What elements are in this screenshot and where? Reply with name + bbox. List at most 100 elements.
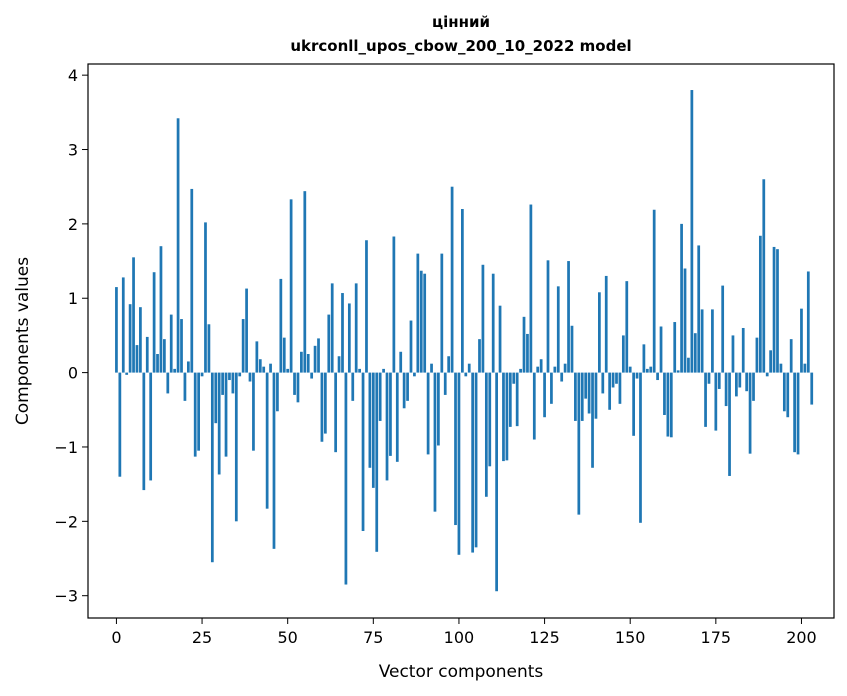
bar-28 <box>210 372 214 563</box>
bar-58 <box>313 345 317 373</box>
bar-43 <box>262 366 266 373</box>
bar-108 <box>484 372 488 497</box>
bar-201 <box>803 363 807 373</box>
bar-156 <box>649 366 653 373</box>
bar-104 <box>471 372 475 553</box>
bar-170 <box>697 245 701 373</box>
bar-160 <box>663 372 666 415</box>
y-tick-label: 1 <box>68 289 78 308</box>
bar-147 <box>618 372 622 404</box>
y-tick-label: 2 <box>68 215 78 234</box>
bar-178 <box>724 372 728 407</box>
bar-200 <box>800 308 803 373</box>
bar-78 <box>382 368 385 373</box>
bar-98 <box>450 186 454 373</box>
bar-105 <box>474 372 478 548</box>
bar-175 <box>714 372 718 431</box>
bar-12 <box>156 354 159 373</box>
bar-166 <box>683 268 687 373</box>
bar-180 <box>731 335 735 373</box>
bar-126 <box>546 260 550 373</box>
bar-149 <box>625 281 629 373</box>
y-tick-label: 0 <box>68 364 78 383</box>
bar-20 <box>183 372 187 401</box>
bar-132 <box>567 261 570 373</box>
x-tick-label: 0 <box>111 628 121 647</box>
bar-61 <box>323 372 327 434</box>
bar-60 <box>320 372 324 442</box>
bar-100 <box>457 372 461 555</box>
bar-145 <box>611 372 615 388</box>
bar-139 <box>591 372 594 468</box>
bar-198 <box>793 372 796 453</box>
bar-148 <box>621 335 625 373</box>
bar-94 <box>437 372 440 446</box>
bar-187 <box>755 337 759 373</box>
bar-38 <box>245 288 248 373</box>
x-tick-label: 75 <box>363 628 383 647</box>
chart-title-line-1: цінний <box>432 13 490 31</box>
bar-159 <box>659 326 663 373</box>
bar-14 <box>163 339 166 373</box>
bar-151 <box>632 372 635 436</box>
bar-158 <box>656 372 659 381</box>
bar-130 <box>560 372 564 382</box>
y-tick-label: −2 <box>54 512 78 531</box>
bar-23 <box>193 372 197 457</box>
bar-193 <box>776 249 779 373</box>
bar-21 <box>186 361 190 373</box>
bar-88 <box>416 253 420 373</box>
bar-34 <box>231 372 235 394</box>
bar-59 <box>317 338 320 373</box>
bar-103 <box>467 363 471 373</box>
bar-32 <box>224 372 228 457</box>
y-axis-ticks: −3 −2 −1 0 1 2 3 4 <box>54 66 88 606</box>
bar-192 <box>772 246 776 373</box>
y-tick-label: −3 <box>54 587 78 606</box>
chart-title-line-2: ukrconll_upos_cbow_200_10_2022 model <box>290 37 631 55</box>
bar-97 <box>447 356 451 373</box>
y-tick-label: −1 <box>54 438 78 457</box>
bar-45 <box>269 363 272 373</box>
bar-69 <box>351 372 355 401</box>
bar-75 <box>371 372 375 488</box>
bar-143 <box>604 275 608 373</box>
bar-71 <box>358 368 361 373</box>
bar-157 <box>652 209 656 373</box>
bar-110 <box>491 273 495 373</box>
bar-36 <box>238 372 242 377</box>
bar-44 <box>265 372 269 509</box>
bar-2 <box>121 277 125 373</box>
bar-80 <box>389 372 392 456</box>
bar-0 <box>115 287 118 373</box>
plot-frame <box>87 63 835 619</box>
bar-57 <box>310 372 314 379</box>
bar-196 <box>786 372 790 418</box>
bar-37 <box>241 319 245 373</box>
bar-48 <box>279 278 283 373</box>
bar-136 <box>580 372 584 421</box>
bar-185 <box>748 372 752 454</box>
bar-138 <box>587 372 591 414</box>
bar-27 <box>207 324 211 373</box>
bar-25 <box>200 372 204 377</box>
bar-117 <box>515 372 519 427</box>
bar-114 <box>505 372 509 461</box>
bar-164 <box>676 370 680 373</box>
bar-179 <box>728 372 731 476</box>
bar-87 <box>413 372 416 377</box>
bar-72 <box>361 372 365 531</box>
bar-9 <box>145 336 149 373</box>
bar-154 <box>642 344 646 373</box>
bar-5 <box>132 257 135 373</box>
bar-142 <box>601 372 605 394</box>
bar-174 <box>711 309 714 373</box>
bar-184 <box>745 372 749 392</box>
bar-144 <box>608 372 612 410</box>
bar-146 <box>615 372 618 384</box>
bar-86 <box>409 320 413 373</box>
bar-165 <box>680 223 683 373</box>
bar-113 <box>502 372 505 462</box>
bar-172 <box>704 372 707 427</box>
